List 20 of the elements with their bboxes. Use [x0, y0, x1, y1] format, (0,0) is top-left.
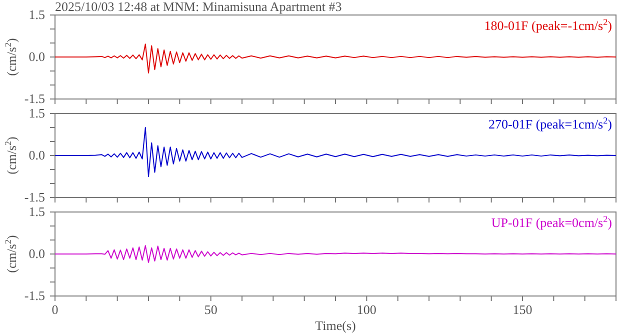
chart-title: 2025/10/03 12:48 at MNM: Minamisuna Apartment #3: [55, 0, 342, 14]
y-tick-label: -1.5: [24, 288, 45, 304]
y-tick-label: -1.5: [24, 190, 45, 205]
y-tick-label: 0.0: [28, 148, 45, 163]
series-label: 180-01F (peak=-1cm/s$^{2}$): [484, 17, 612, 33]
y-tick-label: 0.0: [28, 246, 45, 262]
x-tick-label: 0: [52, 302, 58, 318]
series-label: UP-01F (peak=0cm/s$^{2}$): [491, 214, 612, 230]
y-tick-label: 0.0: [28, 49, 45, 64]
x-tick-label: 50: [204, 302, 218, 318]
x-tick-label: 150: [512, 302, 532, 318]
series-label: 270-01F (peak=1cm/s$^{2}$): [488, 116, 612, 132]
line-series: [54, 245, 616, 263]
line-series: [54, 44, 616, 74]
y-tick-label: -1.5: [24, 91, 45, 106]
y-tick-label: 1.5: [28, 7, 45, 22]
x-tick-label: 100: [356, 302, 376, 318]
y-tick-label: 1.5: [28, 106, 45, 121]
x-axis-title: Time(s): [315, 318, 356, 333]
y-tick-label: 1.5: [28, 204, 45, 220]
